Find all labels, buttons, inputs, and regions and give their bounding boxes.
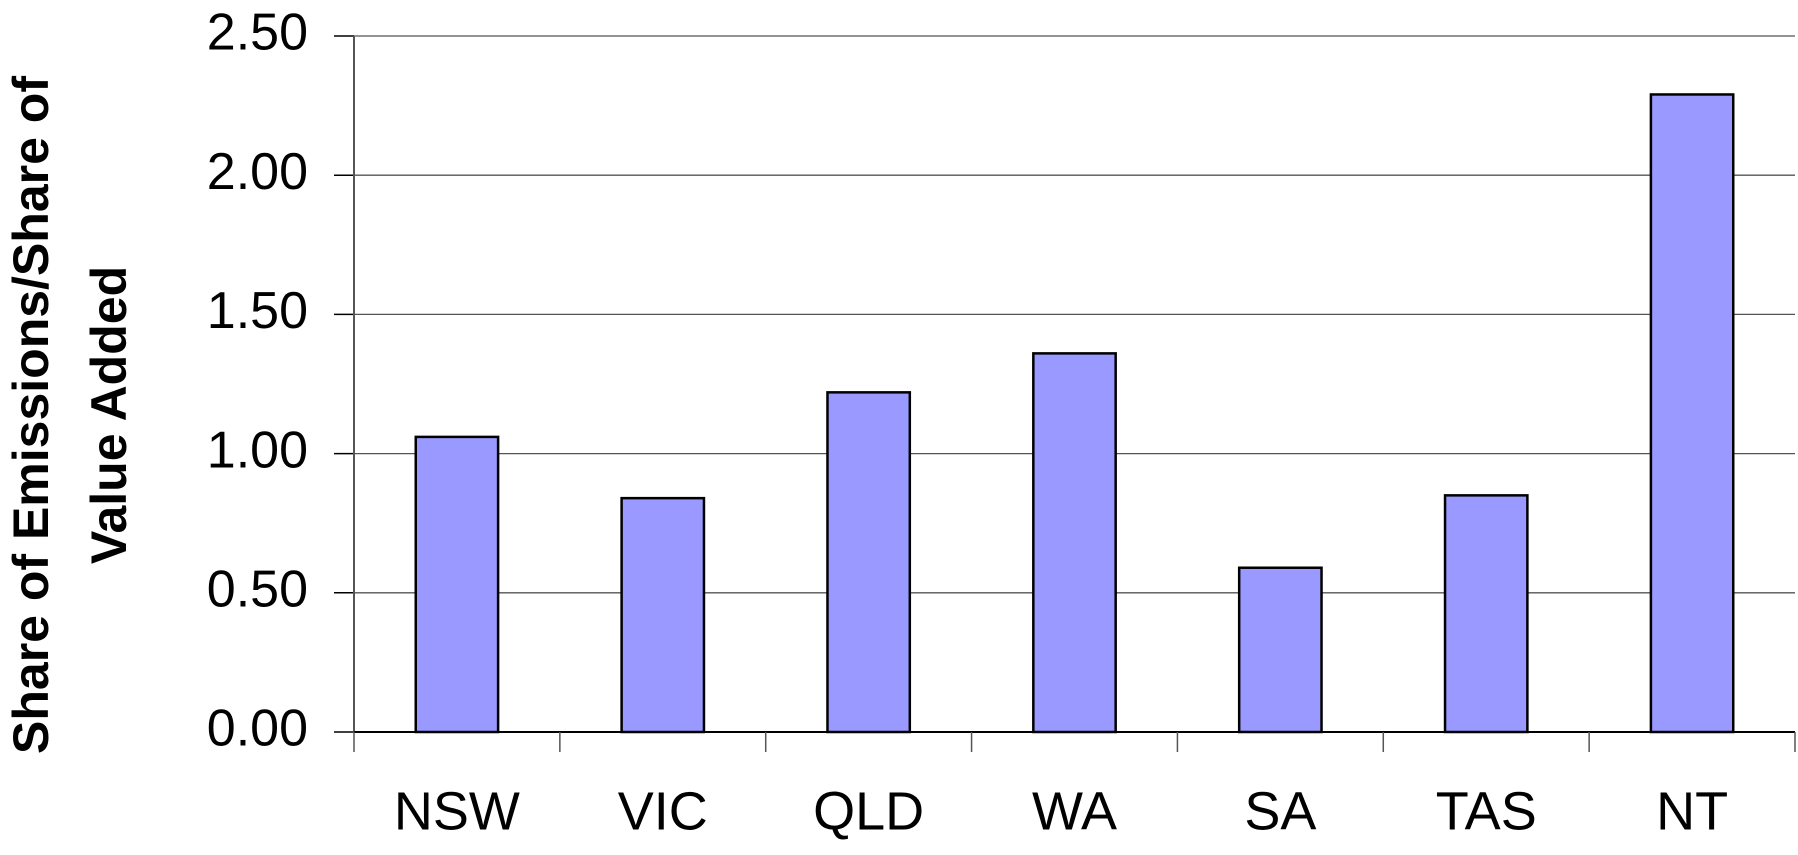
y-tick-label: 1.00: [207, 421, 308, 479]
x-tick-label: NSW: [394, 781, 520, 841]
bar: [1649, 93, 1735, 734]
bar: [1032, 352, 1117, 734]
bar: [826, 391, 912, 734]
x-tick-label: SA: [1244, 781, 1316, 841]
bar: [1443, 494, 1529, 734]
y-tick-label: 0.00: [207, 700, 308, 758]
y-tick-label: 1.50: [207, 282, 308, 340]
y-tick-label: 2.50: [207, 4, 308, 62]
x-tick-label: TAS: [1436, 781, 1537, 841]
bar: [1237, 566, 1323, 734]
y-axis-title-line: Value Added: [81, 266, 137, 564]
x-tick-label: WA: [1032, 781, 1117, 841]
y-tick-label: 0.50: [207, 561, 308, 619]
bar: [414, 435, 500, 734]
y-tick-label: 2.00: [207, 143, 308, 201]
x-tick-label: VIC: [618, 781, 708, 841]
y-axis-title: Share of Emissions/Share of Value Added: [3, 76, 137, 754]
bar: [620, 496, 706, 734]
x-tick-label: QLD: [813, 781, 924, 841]
x-tick-label: NT: [1656, 781, 1728, 841]
y-axis-title-line: Share of Emissions/Share of: [3, 76, 59, 754]
